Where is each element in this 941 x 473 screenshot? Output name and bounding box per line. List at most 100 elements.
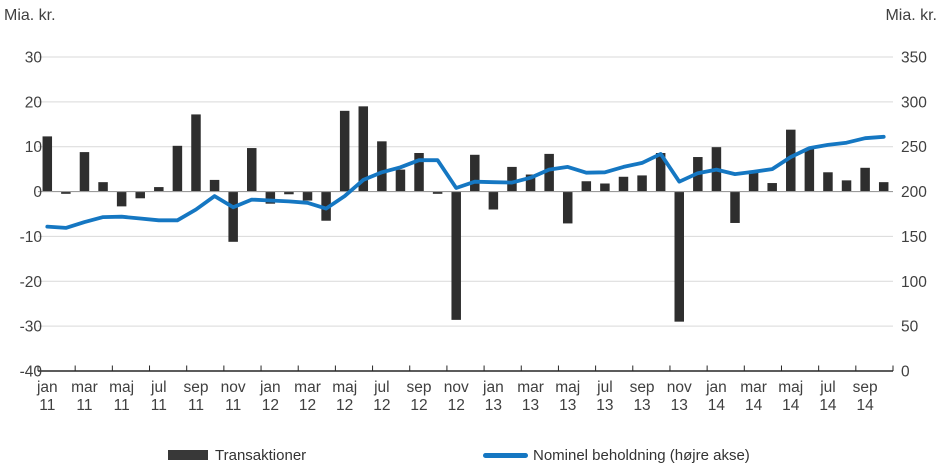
bar <box>860 167 870 192</box>
bar <box>507 166 517 192</box>
x-tick-label-month: jan <box>36 379 58 396</box>
x-tick-label-year: 14 <box>856 397 874 414</box>
bar <box>377 141 387 192</box>
x-tick-label-month: mar <box>294 379 321 396</box>
x-tick-label-month: jan <box>482 379 504 396</box>
x-tick-label-month: mar <box>517 379 544 396</box>
left-axis-tick-label: -20 <box>20 274 43 291</box>
x-tick-label-year: 11 <box>114 397 130 414</box>
x-tick-label-month: sep <box>630 379 655 396</box>
x-tick-label-month: sep <box>407 379 432 396</box>
x-tick-label-year: 12 <box>262 397 279 414</box>
x-tick-label-year: 14 <box>708 397 726 414</box>
x-tick-label-year: 11 <box>39 397 55 414</box>
left-axis-tick-label: 30 <box>25 50 43 67</box>
bar <box>618 176 629 192</box>
x-tick-label-month: maj <box>109 379 134 396</box>
left-axis-title: Mia. kr. <box>4 7 56 24</box>
left-axis-tick-label: 10 <box>25 139 43 156</box>
bar <box>339 110 350 192</box>
bar <box>841 180 852 192</box>
legend-label-nominel-beholdning: Nominel beholdning (højre akse) <box>533 446 750 464</box>
bar <box>79 152 90 192</box>
right-axis-tick-label: 200 <box>901 184 927 201</box>
x-tick-label-year: 12 <box>373 397 390 414</box>
x-tick-label-year: 13 <box>522 397 539 414</box>
x-tick-label-month: mar <box>740 379 767 396</box>
bar <box>247 148 257 192</box>
legend-item-nominel-beholdning: Nominel beholdning (højre akse) <box>483 444 750 466</box>
right-axis-title: Mia. kr. <box>885 7 937 24</box>
left-axis-tick-label: -30 <box>20 319 43 336</box>
x-tick-label-year: 14 <box>745 397 763 414</box>
bar <box>358 106 369 192</box>
bar <box>581 181 592 192</box>
right-axis-tick-label: 0 <box>901 364 910 381</box>
bar <box>470 154 480 192</box>
legend-item-transaktioner: Transaktioner <box>168 444 306 466</box>
x-tick-label-year: 12 <box>448 397 465 414</box>
bar <box>655 152 666 192</box>
bar <box>321 191 331 221</box>
x-tick-label-year: 11 <box>76 397 92 414</box>
x-tick-label-month: jul <box>373 379 390 396</box>
bar <box>432 191 443 194</box>
bar <box>804 148 815 192</box>
x-tick-label-year: 14 <box>782 397 800 414</box>
bar <box>284 191 294 195</box>
bar <box>562 191 573 224</box>
left-axis-tick-label: -10 <box>20 229 43 246</box>
bar <box>767 183 777 192</box>
x-tick-label-month: mar <box>71 379 98 396</box>
x-tick-label-year: 12 <box>410 397 427 414</box>
x-tick-label-year: 12 <box>336 397 353 414</box>
bar <box>600 183 610 192</box>
x-tick-label-month: jul <box>596 379 613 396</box>
x-tick-label-year: 11 <box>188 397 204 414</box>
bar <box>525 174 536 192</box>
bar <box>878 182 889 192</box>
left-axis-tick-label: 20 <box>25 94 43 111</box>
x-tick-label-month: maj <box>778 379 803 396</box>
x-tick-label-year: 12 <box>299 397 316 414</box>
x-tick-label-month: sep <box>183 379 208 396</box>
bar <box>488 191 499 210</box>
bar <box>748 170 759 192</box>
bar <box>209 179 220 192</box>
bar <box>823 172 833 192</box>
bar-swatch-icon <box>168 450 208 460</box>
legend: Transaktioner Nominel beholdning (højre … <box>0 444 941 468</box>
bar <box>414 152 424 192</box>
right-axis-tick-label: 300 <box>901 94 927 111</box>
x-tick-label-month: jan <box>259 379 281 396</box>
x-tick-label-year: 13 <box>485 397 502 414</box>
bar <box>302 191 313 201</box>
bar <box>637 175 647 192</box>
bar <box>116 191 127 207</box>
x-tick-label-year: 11 <box>225 397 241 414</box>
bar <box>191 114 201 192</box>
x-tick-label-month: nov <box>667 379 692 396</box>
bar <box>154 187 164 192</box>
bar <box>265 191 276 204</box>
legend-label-transaktioner: Transaktioner <box>215 446 307 464</box>
x-tick-label-month: maj <box>555 379 580 396</box>
bar <box>228 191 238 242</box>
x-tick-label-year: 13 <box>559 397 576 414</box>
bar <box>730 191 740 223</box>
right-axis-tick-label: 50 <box>901 319 919 336</box>
bar <box>42 136 53 192</box>
x-tick-label-month: jul <box>150 379 167 396</box>
x-tick-label-year: 11 <box>151 397 167 414</box>
bar <box>786 129 796 192</box>
right-axis-tick-label: 250 <box>901 139 927 156</box>
nominal-holdings-line <box>45 134 886 230</box>
x-tick-label-year: 13 <box>671 397 688 414</box>
x-tick-label-month: sep <box>853 379 878 396</box>
x-tick-label-year: 13 <box>596 397 613 414</box>
left-axis-tick-label: 0 <box>33 184 42 201</box>
right-axis-tick-label: 350 <box>901 50 927 67</box>
bar <box>674 191 684 322</box>
bar <box>135 191 145 199</box>
line-swatch-icon <box>483 452 528 458</box>
